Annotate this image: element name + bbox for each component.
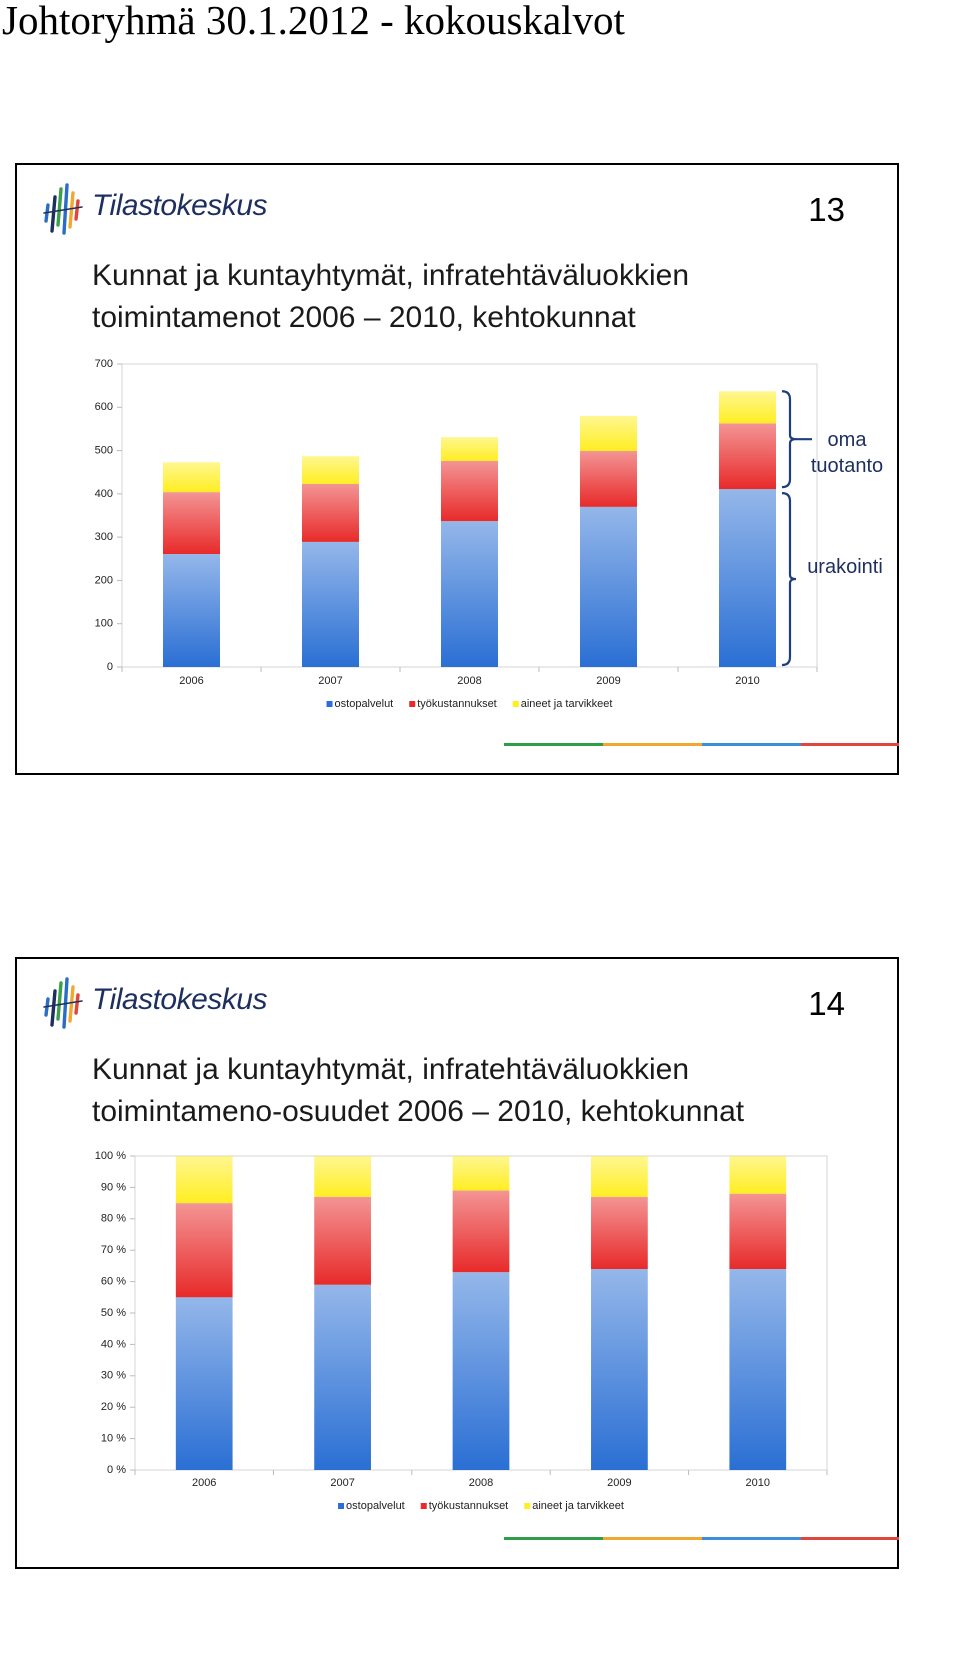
bracket <box>781 491 797 667</box>
bar-segment <box>302 483 359 542</box>
bar-segment <box>441 460 498 522</box>
x-tick-label: 2006 <box>192 1477 216 1489</box>
legend: ostopalvelut työkustannukset aineet ja tar… <box>338 1500 624 1512</box>
bar-segment <box>175 1203 233 1298</box>
bar-segment <box>580 415 637 452</box>
bracket <box>781 390 812 489</box>
y-tick-label: 30 % <box>101 1370 126 1382</box>
y-tick-label: 60 % <box>101 1276 126 1288</box>
legend-label: aineet ja tarvikkeet <box>521 698 613 710</box>
bar-segment <box>175 1297 233 1470</box>
slide: Tilastokeskus 14 Kunnat ja kuntayhtymät,… <box>15 957 899 1569</box>
x-tick-label: 2006 <box>179 675 203 687</box>
legend: ostopalvelut työkustannukset aineet ja tar… <box>326 698 613 710</box>
legend-swatch <box>420 1503 427 1509</box>
bar-segment <box>314 1284 371 1470</box>
y-tick-label: 50 % <box>101 1307 126 1319</box>
legend-label: työkustannukset <box>429 1500 509 1512</box>
y-tick-label: 0 % <box>107 1464 126 1476</box>
y-tick-label: 80 % <box>101 1213 126 1225</box>
footer-lines <box>504 1537 899 1540</box>
slide-number: 13 <box>808 191 845 228</box>
chart-title: Kunnat ja kuntayhtymät, infratehtäväluok… <box>92 1053 745 1128</box>
logo-mark <box>43 977 83 1029</box>
y-tick-label: 90 % <box>101 1181 126 1193</box>
chart: 0 % 10 % 20 % 30 % 40 % 50 % 60 % 70 % 80 % 90 % 1… <box>95 1150 828 1512</box>
bar-segment <box>729 1156 787 1194</box>
annotation: urakointi <box>807 556 883 578</box>
y-tick-label: 200 <box>95 574 113 586</box>
y-tick-label: 0 <box>107 661 113 673</box>
bar-segment <box>591 1269 648 1470</box>
bar-segment <box>175 1156 233 1204</box>
x-tick-label: 2009 <box>596 675 620 687</box>
bar-segment <box>452 1156 510 1191</box>
x-tick-label: 2008 <box>457 675 481 687</box>
footer-lines <box>504 743 899 746</box>
logo: Tilastokeskus <box>92 189 267 222</box>
y-tick-label: 600 <box>95 401 113 413</box>
chart-title: Kunnat ja kuntayhtymät, infratehtäväluok… <box>92 259 690 334</box>
y-tick-label: 20 % <box>101 1401 126 1413</box>
bar-segment <box>314 1156 371 1197</box>
bar-segment <box>163 492 220 555</box>
y-tick-label: 10 % <box>101 1433 126 1445</box>
y-tick-label: 700 <box>95 358 113 370</box>
y-tick-label: 400 <box>95 488 113 500</box>
bar-segment <box>719 391 776 424</box>
legend-label: ostopalvelut <box>346 1500 405 1512</box>
bar-segment <box>314 1196 371 1285</box>
x-tick-label: 2010 <box>735 675 759 687</box>
legend-swatch <box>338 1503 345 1509</box>
bar-segment <box>580 451 637 507</box>
bar-segment <box>452 1190 510 1273</box>
bar-segment <box>729 1193 787 1270</box>
page-title: Johtoryhmä 30.1.2012 - kokouskalvot <box>2 0 625 43</box>
logo: Tilastokeskus <box>92 983 267 1016</box>
x-tick-label: 2007 <box>330 1477 354 1489</box>
bar-segment <box>302 456 359 484</box>
bar-segment <box>163 462 220 493</box>
bar-segment <box>302 541 359 667</box>
x-tick-label: 2007 <box>318 675 342 687</box>
y-tick-label: 500 <box>95 444 113 456</box>
logo-mark <box>43 183 83 235</box>
legend-label: työkustannukset <box>417 698 497 710</box>
bar-segment <box>729 1269 787 1470</box>
legend-swatch <box>512 701 519 707</box>
x-tick-label: 2009 <box>607 1477 631 1489</box>
bar-segment <box>441 521 498 667</box>
legend-swatch <box>409 701 416 707</box>
y-tick-label: 70 % <box>101 1244 126 1256</box>
bar-segment <box>452 1272 510 1470</box>
slide-number: 14 <box>808 985 845 1022</box>
annotation: oma tuotanto <box>810 429 884 477</box>
y-tick-label: 100 <box>95 618 113 630</box>
legend-label: ostopalvelut <box>335 698 394 710</box>
bar-segment <box>163 554 220 667</box>
legend-swatch <box>326 701 333 707</box>
y-tick-label: 300 <box>95 531 113 543</box>
y-tick-label: 40 % <box>101 1338 126 1350</box>
bar-segment <box>719 489 776 667</box>
bar-segment <box>441 437 498 461</box>
bar-segment <box>591 1196 648 1270</box>
x-tick-label: 2010 <box>746 1477 770 1489</box>
y-tick-label: 100 % <box>95 1150 126 1162</box>
bar-segment <box>580 506 637 667</box>
chart: 0 100 200 300 400 500 600 700 2006 2007 2008 2009 20… <box>95 358 818 710</box>
slide: Tilastokeskus 13 Kunnat ja kuntayhtymät,… <box>15 163 899 775</box>
bar-segment <box>591 1156 648 1197</box>
x-tick-label: 2008 <box>469 1477 493 1489</box>
legend-label: aineet ja tarvikkeet <box>532 1500 624 1512</box>
bar-segment <box>719 423 776 490</box>
legend-swatch <box>524 1503 531 1509</box>
